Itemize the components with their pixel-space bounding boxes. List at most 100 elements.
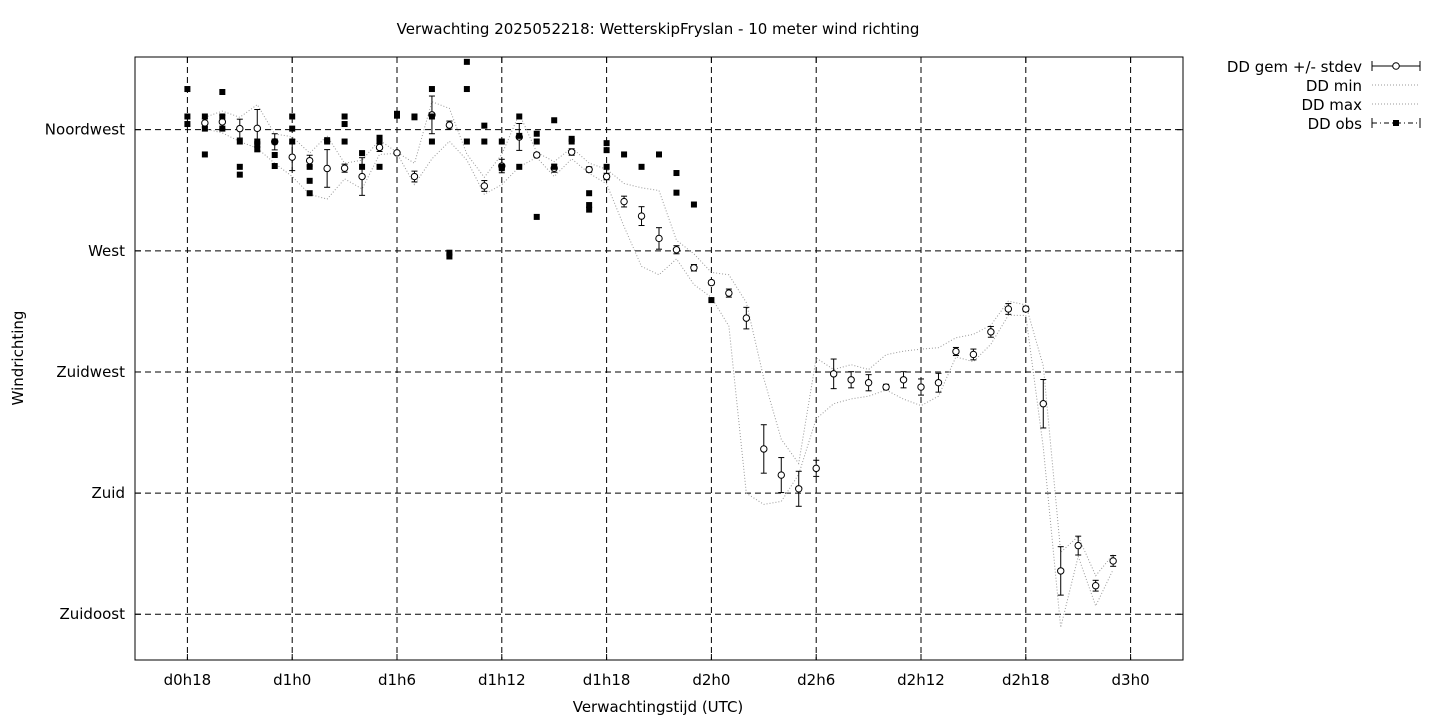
mean-errorbar — [882, 383, 890, 391]
mean-point — [305, 156, 314, 165]
obs-point — [271, 151, 278, 158]
mean-point — [829, 370, 838, 378]
obs-point — [341, 138, 348, 145]
x-tick-label: d0h18 — [164, 671, 212, 689]
mean-point — [201, 119, 209, 127]
obs-point — [219, 88, 226, 95]
mean-point — [253, 124, 261, 133]
obs-point — [516, 163, 523, 170]
mean-point — [1057, 567, 1065, 575]
obs-point — [341, 121, 348, 128]
obs-point — [551, 163, 558, 170]
obs-point — [516, 113, 523, 120]
mean-point — [637, 212, 646, 220]
chart-title: Verwachting 2025052218: WetterskipFrysla… — [397, 20, 920, 38]
obs-point — [690, 201, 697, 208]
x-tick-label: d2h0 — [692, 671, 730, 689]
mean-errorbar — [585, 165, 593, 174]
grid-layer — [135, 57, 1183, 660]
x-axis-label: Verwachtingstijd (UTC) — [573, 698, 744, 716]
mean-point — [410, 172, 419, 181]
mean-point — [480, 182, 489, 190]
mean-point — [1022, 305, 1030, 313]
obs-point — [306, 190, 313, 197]
mean-errorbar — [969, 348, 978, 361]
mean-point — [1091, 582, 1100, 590]
obs-point — [568, 138, 575, 145]
obs-point — [394, 112, 400, 119]
y-tick-label: West — [88, 242, 125, 260]
mean-point — [1039, 400, 1047, 408]
legend-entry-mean: DD gem +/- stdev — [1227, 58, 1421, 76]
y-tick-label: Zuidwest — [56, 363, 125, 381]
obs-point — [376, 134, 383, 141]
mean-point — [742, 314, 751, 322]
mean-point — [375, 143, 384, 152]
mean-errorbar — [952, 346, 960, 357]
obs-point — [481, 138, 488, 145]
mean-point — [1109, 557, 1117, 565]
mean-errorbar — [934, 372, 943, 393]
mean-errorbar — [864, 374, 873, 392]
obs-point — [673, 170, 680, 177]
mean-errorbar — [236, 118, 244, 139]
mean-errorbar — [358, 157, 366, 196]
mean-point — [393, 149, 401, 157]
obs-point — [446, 249, 453, 256]
obs-point — [533, 213, 540, 220]
obs-point — [289, 138, 296, 145]
obs-point — [498, 138, 505, 145]
obs-point — [184, 121, 191, 128]
obs-point — [184, 113, 191, 120]
obs-point — [551, 117, 558, 124]
mean-errorbar — [760, 424, 768, 474]
mean-point — [917, 383, 925, 391]
legend-entry-max: DD max — [1301, 96, 1420, 114]
mean-errorbar — [393, 149, 401, 157]
x-tick-label: d1h6 — [378, 671, 416, 689]
mean-point — [690, 264, 698, 272]
obs-point — [586, 202, 593, 209]
mean-errorbar — [410, 170, 419, 183]
obs-point — [656, 151, 662, 158]
obs-point — [428, 138, 435, 145]
legend-label-obs: DD obs — [1308, 115, 1363, 133]
x-tick-label: d1h18 — [583, 671, 631, 689]
dd-max-line — [204, 101, 1114, 577]
x-tick-label: d2h6 — [797, 671, 835, 689]
obs-point — [201, 151, 208, 158]
mean-point — [340, 164, 349, 172]
mean-point — [602, 172, 611, 181]
mean-point — [760, 445, 768, 453]
mean-errorbar — [812, 459, 820, 477]
plot-frame — [134, 56, 1184, 661]
mean-point — [707, 278, 716, 287]
mean-point — [899, 376, 908, 384]
mean-point — [812, 464, 820, 473]
obs-point — [533, 130, 540, 137]
y-tick-label: Zuidoost — [59, 605, 125, 623]
mean-point — [218, 118, 227, 126]
mean-point — [1004, 305, 1013, 313]
obs-point — [271, 138, 278, 145]
obs-point — [359, 163, 366, 170]
mean-errorbar — [847, 371, 855, 389]
mean-errorbar — [987, 325, 995, 338]
mean-point — [620, 197, 628, 206]
obs-point — [481, 122, 488, 129]
obs-point — [376, 138, 383, 145]
mean-errorbar — [533, 151, 541, 159]
dd-min-line — [204, 128, 1114, 628]
obs-point — [516, 132, 523, 139]
obs-point — [219, 125, 226, 132]
x-axis-ticks: d0h18 d1h0 d1h6 d1h12 d1h18 d2h0 d2h6 d2h12 d2h1… — [164, 57, 1150, 689]
dd-mean-layer — [201, 95, 1117, 596]
obs-point — [236, 171, 243, 178]
legend-label-min: DD min — [1306, 77, 1362, 95]
obs-point — [603, 140, 610, 147]
mean-errorbar — [620, 195, 628, 208]
legend-label-mean: DD gem +/- stdev — [1227, 58, 1362, 76]
mean-point — [323, 164, 331, 173]
mean-errorbar — [323, 149, 331, 188]
dd-min-layer — [204, 128, 1114, 628]
